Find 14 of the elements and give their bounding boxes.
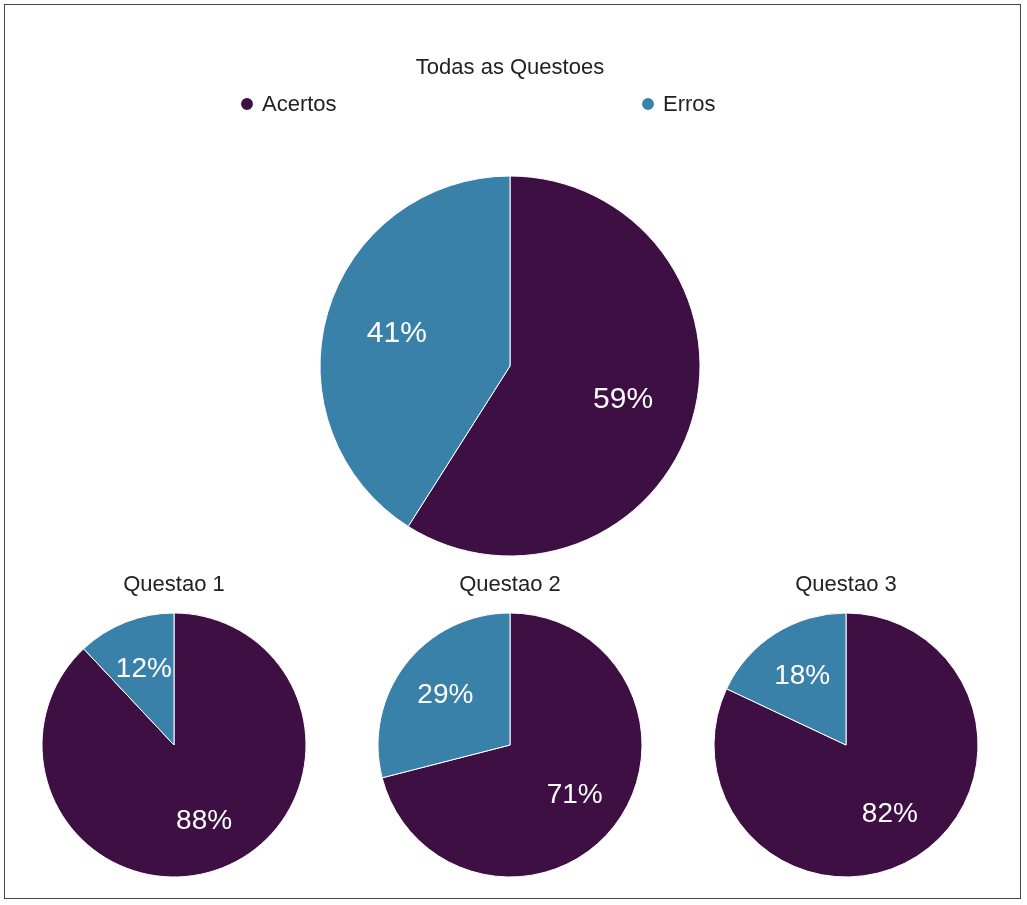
data-label: 59% xyxy=(593,380,654,414)
legend-label: Acertos xyxy=(262,91,337,116)
data-label: 29% xyxy=(417,677,474,709)
data-label: 18% xyxy=(774,658,831,690)
data-label: 12% xyxy=(115,651,172,683)
chart-title: Questao 2 xyxy=(459,571,561,596)
legend-label: Erros xyxy=(663,91,716,116)
data-label: 41% xyxy=(366,315,427,349)
chart-title: Questao 1 xyxy=(123,571,225,596)
chart-title: Todas as Questoes xyxy=(415,54,605,79)
data-label: 71% xyxy=(546,778,603,810)
data-label: 82% xyxy=(861,797,918,829)
data-label: 88% xyxy=(176,804,233,836)
chart-title: Questao 3 xyxy=(795,571,897,596)
